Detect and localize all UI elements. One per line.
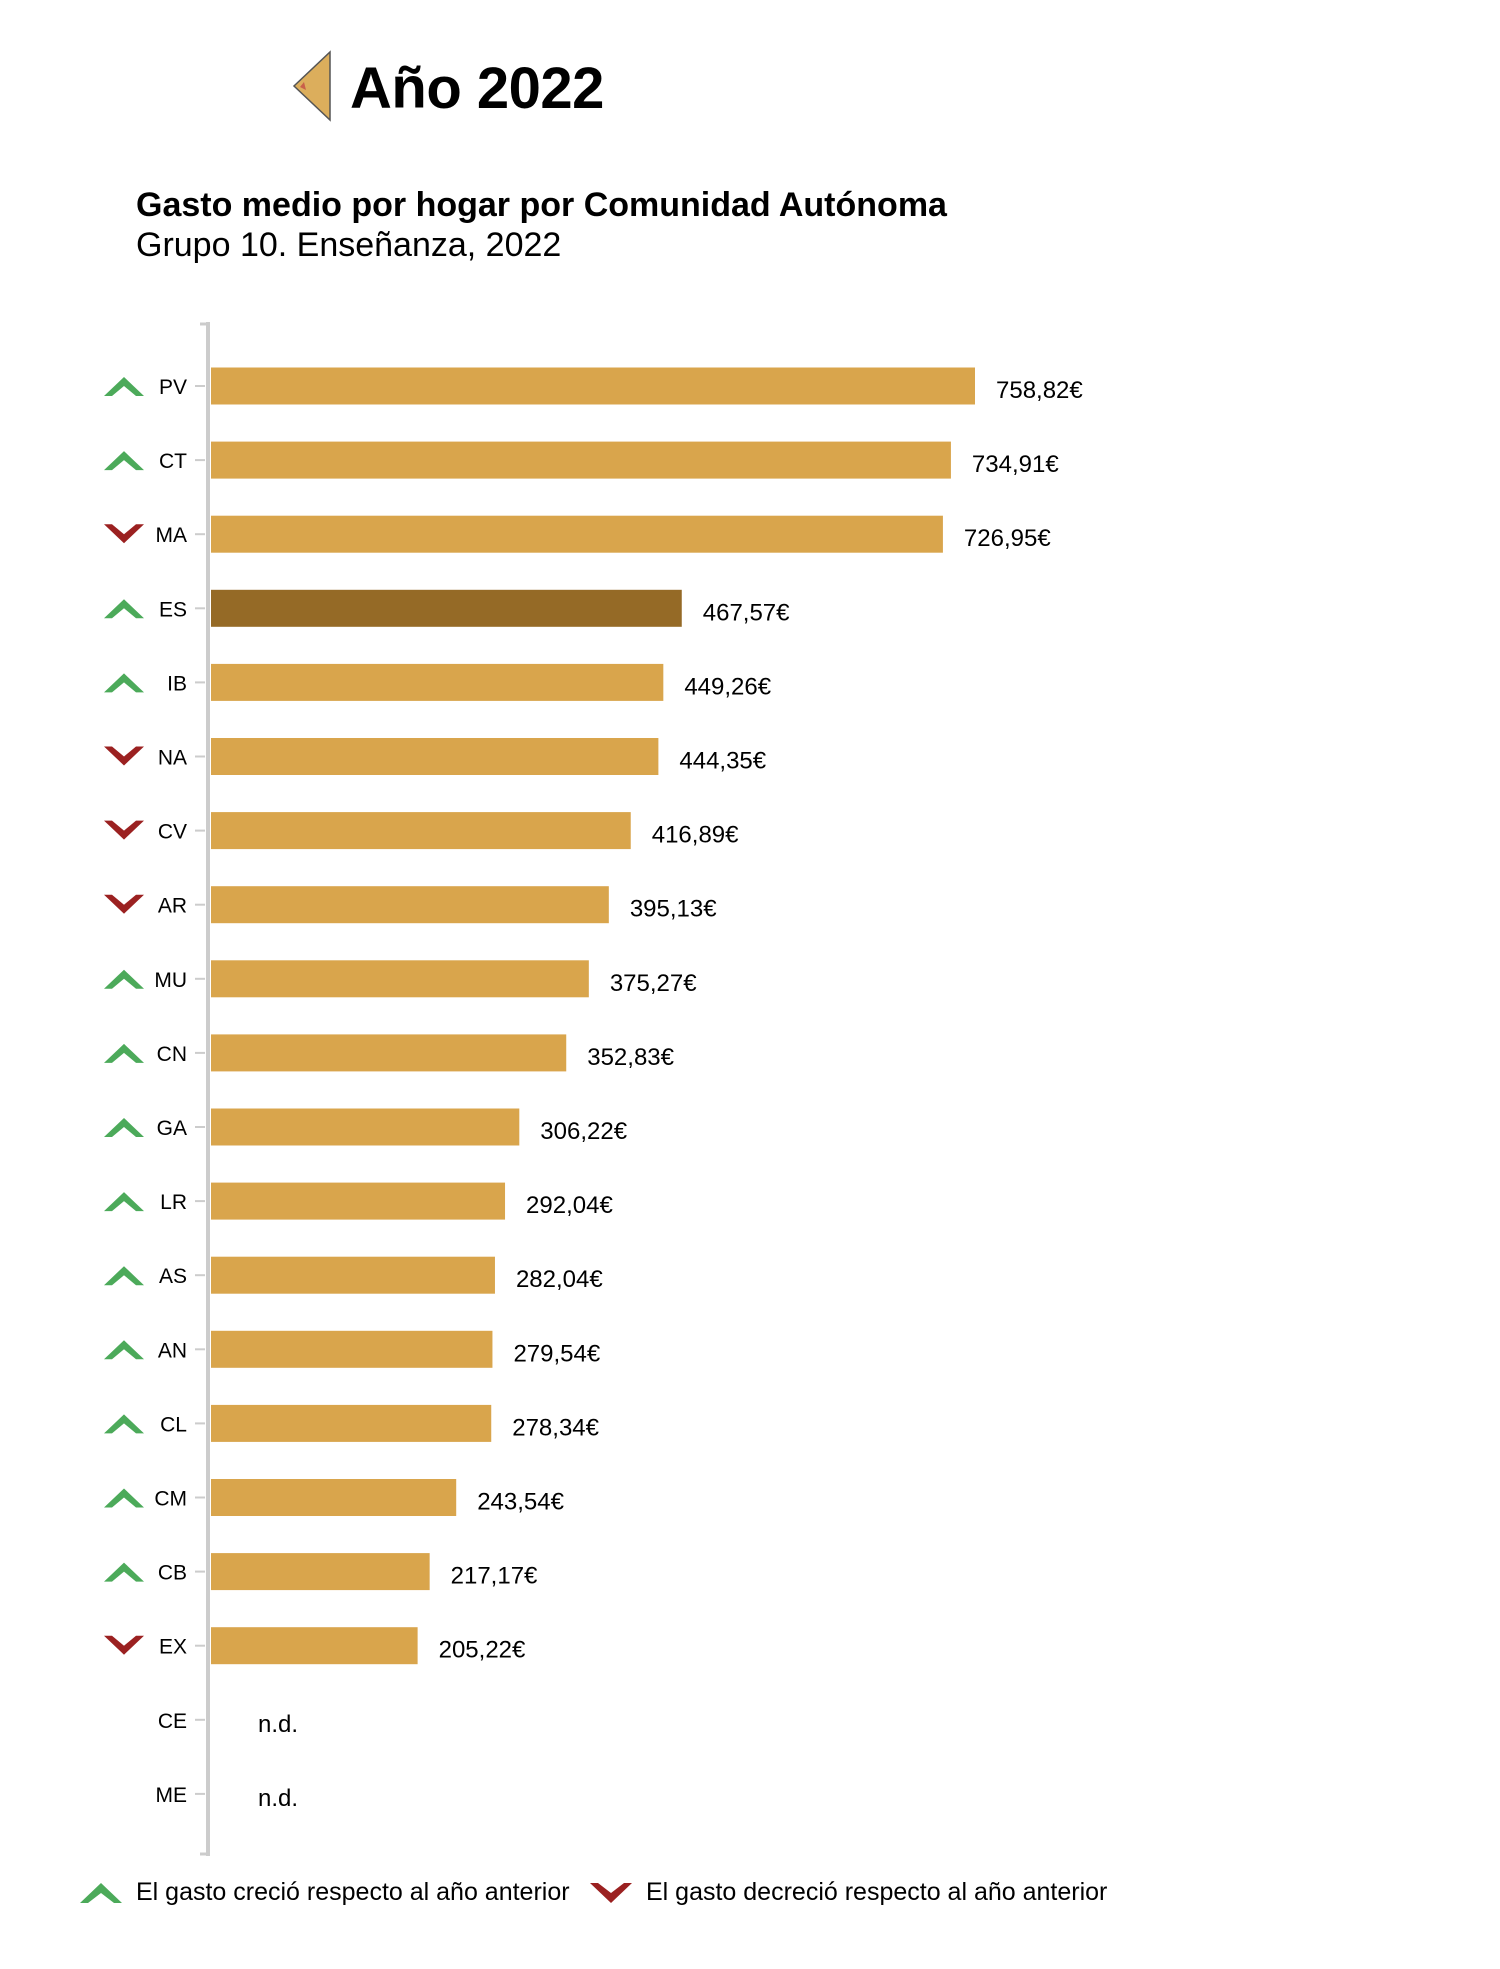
chart-subtitle: Grupo 10. Enseñanza, 2022 xyxy=(136,226,562,264)
category-label: AS xyxy=(159,1265,187,1288)
value-label: n.d. xyxy=(258,1785,298,1812)
bar-cm xyxy=(211,1479,457,1516)
bar-pv xyxy=(211,367,975,405)
value-label: 375,27€ xyxy=(610,970,697,997)
bar-ib xyxy=(211,663,664,701)
category-label: MA xyxy=(156,524,188,547)
category-label: ME xyxy=(156,1784,188,1807)
value-label: 449,26€ xyxy=(684,673,771,700)
category-label: MU xyxy=(154,969,187,992)
previous-year-button[interactable] xyxy=(290,50,334,122)
category-label: AR xyxy=(158,895,187,918)
value-label: 292,04€ xyxy=(526,1192,613,1219)
category-label: CN xyxy=(157,1043,187,1066)
bar-cv xyxy=(211,812,631,850)
value-label: 282,04€ xyxy=(516,1266,603,1293)
bar-cb xyxy=(211,1553,430,1591)
value-label: 205,22€ xyxy=(439,1637,526,1664)
category-label: GA xyxy=(157,1117,187,1140)
bar-ar xyxy=(211,886,609,924)
arrow-up-icon xyxy=(104,1562,144,1582)
legend-down: El gasto decreció respecto al año anteri… xyxy=(590,1878,1107,1907)
bar-cl xyxy=(211,1404,492,1442)
value-label: 758,82€ xyxy=(996,377,1083,404)
category-label: CE xyxy=(158,1710,187,1733)
category-label: IB xyxy=(167,672,187,695)
category-label: LR xyxy=(160,1191,187,1214)
arrow-down-icon xyxy=(104,746,144,766)
bar-ct xyxy=(211,441,951,479)
category-label: CM xyxy=(154,1488,187,1511)
category-label: EX xyxy=(159,1636,187,1659)
bar-an xyxy=(211,1330,493,1368)
legend-up: El gasto creció respecto al año anterior xyxy=(80,1878,570,1907)
value-label: 352,83€ xyxy=(587,1044,674,1071)
category-label: CL xyxy=(160,1413,187,1436)
triangle-left-icon xyxy=(292,50,331,122)
bar-ga xyxy=(211,1108,520,1146)
value-label: 734,91€ xyxy=(972,451,1059,478)
value-label: 416,89€ xyxy=(652,822,739,849)
arrow-up-icon xyxy=(104,599,144,619)
arrow-up-icon xyxy=(104,451,144,471)
arrow-up-icon xyxy=(104,1488,144,1508)
arrow-up-icon xyxy=(104,1118,144,1137)
arrow-up-icon xyxy=(80,1882,122,1903)
category-label: AN xyxy=(158,1339,187,1362)
arrow-up-icon xyxy=(104,377,144,396)
arrow-up-icon xyxy=(104,673,144,693)
category-label: CV xyxy=(158,821,187,844)
bar-ex xyxy=(211,1627,418,1665)
value-label: 217,17€ xyxy=(451,1563,538,1590)
bar-cn xyxy=(211,1034,567,1072)
arrow-up-icon xyxy=(104,1414,144,1434)
category-label: PV xyxy=(159,376,187,399)
bar-as xyxy=(211,1256,495,1294)
category-label: ES xyxy=(159,598,187,621)
category-label: NA xyxy=(158,747,187,770)
value-label: 726,95€ xyxy=(964,525,1051,552)
category-label: CB xyxy=(158,1562,187,1585)
year-title: Año 2022 xyxy=(350,56,604,121)
value-label: n.d. xyxy=(258,1711,298,1738)
arrow-up-icon xyxy=(104,1192,144,1212)
bar-na xyxy=(211,738,659,775)
legend-down-label: El gasto decreció respecto al año anteri… xyxy=(646,1878,1108,1906)
arrow-down-icon xyxy=(590,1882,632,1903)
arrow-down-icon xyxy=(104,1635,144,1655)
bar-lr xyxy=(211,1182,506,1220)
bar-es xyxy=(211,589,682,627)
arrow-down-icon xyxy=(104,524,144,544)
value-label: 444,35€ xyxy=(679,748,766,775)
arrow-up-icon xyxy=(104,1043,144,1063)
category-label: CT xyxy=(159,450,187,473)
arrow-up-icon xyxy=(104,1266,144,1286)
value-label: 467,57€ xyxy=(703,599,790,626)
arrow-up-icon xyxy=(104,1340,144,1360)
value-label: 278,34€ xyxy=(512,1414,599,1441)
value-label: 306,22€ xyxy=(540,1118,627,1145)
arrow-down-icon xyxy=(104,820,144,840)
legend-up-label: El gasto creció respecto al año anterior xyxy=(136,1878,570,1906)
chart-title: Gasto medio por hogar por Comunidad Autó… xyxy=(136,186,947,224)
arrow-up-icon xyxy=(104,969,144,989)
value-label: 279,54€ xyxy=(513,1340,600,1367)
value-label: 243,54€ xyxy=(477,1489,564,1516)
bar-ma xyxy=(211,515,943,553)
bar-mu xyxy=(211,960,589,998)
value-label: 395,13€ xyxy=(630,896,717,923)
arrow-down-icon xyxy=(104,894,144,914)
